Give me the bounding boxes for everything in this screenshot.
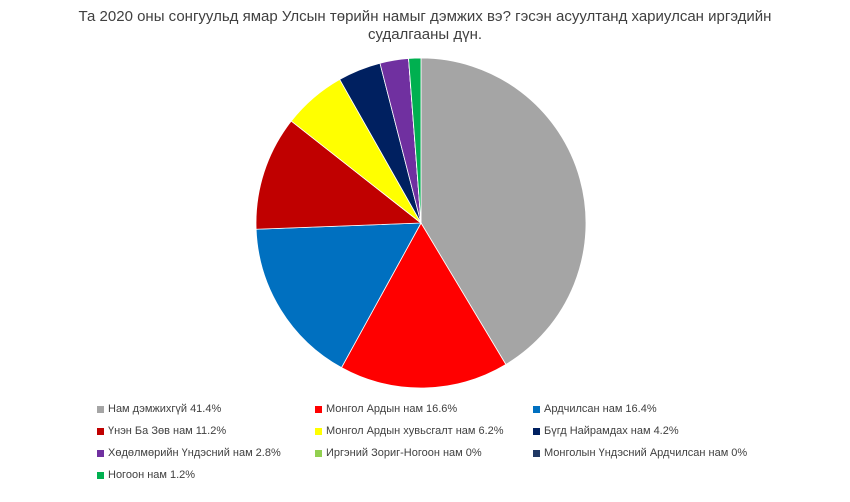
legend-entry: Монголын Үндэсний Ардчилсан нам 0% <box>533 447 747 459</box>
legend-value: 16.6% <box>426 403 458 415</box>
legend-value: 1.2% <box>169 469 196 481</box>
legend-label: Нам дэмжихгүй <box>108 403 188 415</box>
legend-entry: Ногоон нам 1.2% <box>97 469 195 481</box>
chart <box>255 57 587 389</box>
legend-value: 0% <box>731 447 748 459</box>
legend-swatch <box>533 449 540 457</box>
legend-entry: Хөдөлмөрийн Үндэсний нам 2.8% <box>97 447 281 459</box>
legend-label: Иргэний Зориг-Ногоон нам <box>326 447 463 459</box>
legend-swatch <box>315 449 322 457</box>
legend-entry: Иргэний Зориг-Ногоон нам 0% <box>315 447 482 459</box>
legend-swatch <box>97 427 104 435</box>
legend-value: 4.2% <box>653 425 679 437</box>
legend-swatch <box>315 405 322 413</box>
chart-title: Та 2020 оны сонгуульд ямар Улсын төрийн … <box>78 8 772 43</box>
legend-swatch <box>533 405 540 413</box>
legend-value: 11.2% <box>195 425 227 437</box>
legend-entry: Ардчилсан нам 16.4% <box>533 403 657 415</box>
legend-entry: Нам дэмжихгүй 41.4% <box>97 403 221 415</box>
legend-value: 2.8% <box>255 447 281 459</box>
legend-label: Монгол Ардын нам <box>326 403 424 415</box>
legend-swatch <box>97 405 104 413</box>
legend-swatch <box>315 427 322 435</box>
legend-value: 16.4% <box>625 403 657 415</box>
legend-swatch <box>533 427 540 435</box>
pie-slice <box>255 120 423 230</box>
legend-value: 41.4% <box>190 403 222 415</box>
legend-entry: Үнэн Ба Зөв нам 11.2% <box>97 425 226 437</box>
legend-label: Үнэн Ба Зөв нам <box>108 425 193 437</box>
legend-entry: Монгол Ардын нам 16.6% <box>315 403 457 415</box>
legend-label: Монголын Үндэсний Ардчилсан нам <box>544 447 729 459</box>
pie-slice <box>420 57 587 366</box>
legend-entry: Монгол Ардын хувьсгалт нам 6.2% <box>315 425 504 437</box>
legend-label: Ногоон нам <box>108 469 167 481</box>
legend-value: 0% <box>465 447 482 459</box>
legend-swatch <box>97 449 104 457</box>
legend-entry: Бүгд Найрамдах нам 4.2% <box>533 425 679 437</box>
legend-label: Хөдөлмөрийн Үндэсний нам <box>108 447 253 459</box>
legend-value: 6.2% <box>478 425 504 437</box>
pie-slice <box>408 57 422 224</box>
legend-label: Ардчилсан нам <box>544 403 623 415</box>
legend-swatch <box>97 471 104 479</box>
legend-label: Бүгд Найрамдах нам <box>544 425 651 437</box>
legend-label: Монгол Ардын хувьсгалт нам <box>326 425 476 437</box>
pie-slice <box>255 222 422 369</box>
pie-slice <box>340 222 507 389</box>
